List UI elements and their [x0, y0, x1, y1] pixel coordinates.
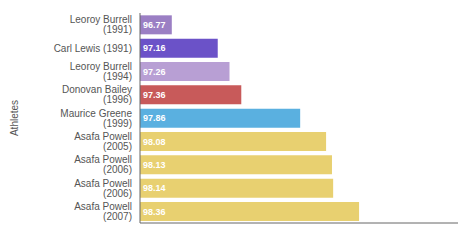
svg-text:Carl Lewis (1991): Carl Lewis (1991): [54, 43, 132, 54]
svg-text:Asafa Powell(2005): Asafa Powell(2005): [74, 131, 132, 152]
svg-text:98.08: 98.08: [143, 137, 166, 147]
svg-text:Athletes: Athletes: [9, 100, 20, 136]
svg-text:98.36: 98.36: [143, 207, 166, 217]
svg-text:97.26: 97.26: [143, 67, 166, 77]
svg-text:Donovan Bailey(1996): Donovan Bailey(1996): [62, 84, 132, 105]
svg-text:97.16: 97.16: [143, 43, 166, 53]
svg-text:97.86: 97.86: [143, 113, 166, 123]
svg-text:98.13: 98.13: [143, 160, 166, 170]
svg-text:96.77: 96.77: [143, 20, 166, 30]
svg-text:Asafa Powell(2006): Asafa Powell(2006): [74, 154, 132, 175]
svg-text:98.14: 98.14: [143, 183, 166, 193]
svg-text:Leoroy Burrell(1994): Leoroy Burrell(1994): [70, 61, 132, 82]
svg-text:97.36: 97.36: [143, 90, 166, 100]
svg-text:Leoroy Burrell(1991): Leoroy Burrell(1991): [70, 14, 132, 35]
svg-text:Asafa Powell(2007): Asafa Powell(2007): [74, 201, 132, 222]
svg-text:Maurice Greene(1999): Maurice Greene(1999): [60, 108, 132, 129]
svg-text:Asafa Powell(2006): Asafa Powell(2006): [74, 178, 132, 199]
